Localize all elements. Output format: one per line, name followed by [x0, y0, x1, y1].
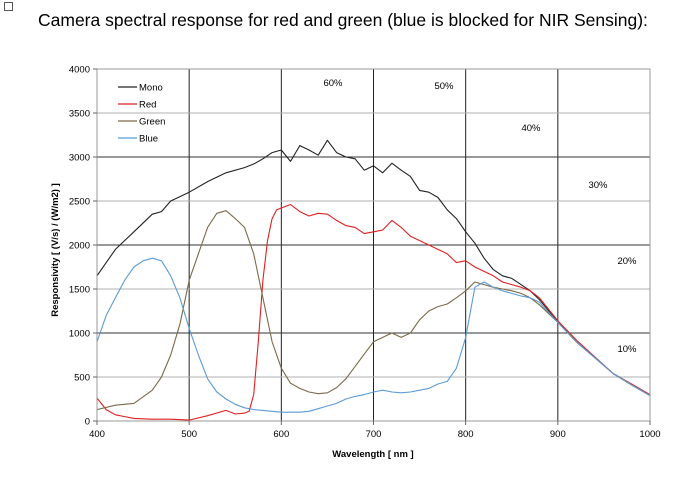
efficiency-line-40	[0, 0, 97, 69]
series-line-blue	[96, 257, 651, 413]
series-line-mono	[96, 139, 651, 396]
y-tick-label-4000: 4000	[69, 65, 90, 76]
efficiency-label-60: 60%	[323, 78, 343, 89]
x-tick-label-1000: 1000	[639, 429, 660, 440]
legend-label-mono: Mono	[139, 83, 163, 94]
y-tick-label-2500: 2500	[69, 197, 90, 208]
series-lines	[96, 139, 651, 421]
window-corner-icon	[4, 2, 13, 11]
x-tick-label-900: 900	[550, 429, 566, 440]
x-tick-label-500: 500	[181, 429, 197, 440]
series-line-green	[96, 210, 651, 411]
y-tick-label-3000: 3000	[69, 153, 90, 164]
axis-ticks: 400 500 600 700 800 900 1000 0 500 1000 1500 2000 25…	[69, 65, 661, 441]
y-tick-label-1500: 1500	[69, 285, 90, 296]
y-tick-label-1000: 1000	[69, 329, 90, 340]
horizontal-gridlines	[97, 112, 650, 378]
x-tick-label-800: 800	[458, 429, 474, 440]
efficiency-line-60	[0, 0, 97, 69]
efficiency-line-30	[0, 0, 97, 69]
y-axis-label: Responsivity [ (V/s) / (W/m2) ]	[50, 183, 61, 317]
y-tick-label-2000: 2000	[69, 241, 90, 252]
efficiency-label-40: 40%	[521, 123, 541, 134]
page-title: Camera spectral response for red and gre…	[38, 10, 648, 30]
y-tick-label-500: 500	[74, 373, 90, 384]
efficiency-label-50: 50%	[434, 81, 454, 92]
x-tick-label-700: 700	[366, 429, 382, 440]
legend-label-red: Red	[139, 100, 156, 111]
efficiency-line-50	[0, 0, 97, 69]
efficiency-line-20	[0, 0, 97, 69]
quantum-efficiency-lines: 60% 50% 40% 30% 20% 10%	[0, 0, 637, 355]
x-axis-label: Wavelength [ nm ]	[332, 449, 413, 460]
y-tick-label-3500: 3500	[69, 109, 90, 120]
efficiency-label-10: 10%	[617, 344, 637, 355]
series-line-red	[96, 203, 651, 421]
legend-label-green: Green	[139, 117, 165, 128]
efficiency-label-20: 20%	[617, 256, 637, 267]
legend: Mono Red Green Blue	[118, 83, 165, 145]
x-tick-label-400: 400	[89, 429, 105, 440]
y-tick-label-0: 0	[85, 417, 90, 428]
efficiency-label-30: 30%	[588, 180, 608, 191]
efficiency-line-10	[0, 0, 97, 69]
x-tick-label-600: 600	[273, 429, 289, 440]
legend-label-blue: Blue	[139, 134, 158, 145]
